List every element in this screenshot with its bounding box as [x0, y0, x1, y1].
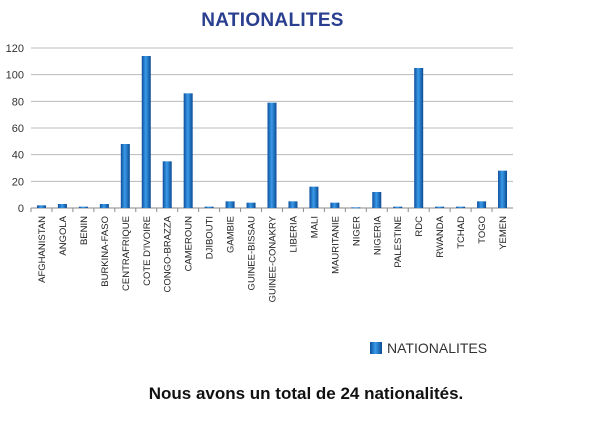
x-category-label: TOGO: [477, 216, 488, 244]
bar: [204, 206, 214, 208]
bar: [393, 206, 403, 208]
y-tick-label: 60: [12, 123, 24, 135]
x-axis: AFGHANISTAN ANGOLA BENIN BURKINA-FASO CENTRA…: [37, 215, 509, 302]
y-tick-label: 40: [12, 150, 24, 162]
bar: [78, 206, 88, 208]
x-category-label: RDC: [414, 216, 425, 237]
x-category-label: DJIBOUTI: [205, 216, 216, 259]
bar: [372, 192, 382, 208]
bar: [309, 186, 319, 208]
bar: [477, 201, 487, 208]
bar: [414, 68, 424, 208]
bars: [36, 56, 508, 209]
x-category-label: BENIN: [79, 216, 90, 245]
legend-label: NATIONALITES: [387, 340, 487, 356]
legend: NATIONALITES: [370, 340, 487, 356]
bar: [99, 204, 109, 208]
bar: [267, 102, 277, 208]
y-tick-label: 100: [6, 70, 24, 82]
bar: [288, 201, 298, 208]
legend-swatch: [370, 342, 382, 354]
bar: [351, 207, 361, 209]
y-tick-label: 80: [12, 96, 24, 108]
x-category-label: AFGHANISTAN: [37, 216, 48, 283]
x-category-label: COTE D'IVOIRE: [142, 216, 153, 286]
x-category-label: PALESTINE: [393, 216, 404, 268]
x-category-label: GAMBIE: [226, 216, 237, 253]
x-category-label: NIGER: [351, 216, 362, 246]
x-category-label: RWANDA: [435, 215, 446, 257]
x-category-label: GUINEE-BISSAU: [247, 216, 258, 291]
bar: [57, 204, 67, 208]
footer-note: Nous avons un total de 24 nationalités.: [148, 384, 464, 403]
x-category-label: BURKINA-FASO: [100, 216, 111, 287]
bar: [183, 93, 193, 208]
x-category-label: TCHAD: [456, 216, 467, 249]
bar: [246, 202, 256, 208]
x-category-label: ANGOLA: [58, 215, 69, 255]
bar: [162, 161, 172, 208]
y-tick-label: 0: [18, 203, 24, 215]
bar: [36, 205, 46, 208]
y-tick-label: 20: [12, 176, 24, 188]
bar-chart: 0 20 40 60 80 100 120 AFGHANISTAN ANGOLA BENIN BU…: [6, 43, 513, 356]
bar: [330, 202, 340, 208]
x-category-label: MAURITANIE: [330, 216, 341, 274]
bar: [225, 201, 235, 208]
x-category-label: CENTRAFRIQUE: [121, 216, 132, 291]
bar: [141, 56, 151, 208]
y-tick-label: 120: [6, 43, 24, 55]
bar: [435, 206, 445, 208]
bar: [120, 144, 130, 208]
bar: [498, 170, 508, 208]
x-category-label: MALI: [309, 216, 320, 238]
x-category-label: LIBERIA: [288, 215, 299, 252]
x-category-label: CAMEROUN: [184, 216, 195, 272]
x-category-label: GUINEE-CONAKRY: [268, 215, 279, 302]
x-category-label: CONGO-BRAZZA: [163, 215, 174, 292]
x-category-label: NIGERIA: [372, 215, 383, 255]
bar: [456, 206, 466, 208]
x-category-label: YEMEN: [498, 216, 509, 250]
y-axis: 0 20 40 60 80 100 120: [6, 43, 24, 215]
chart-title: NATIONALITES: [201, 10, 344, 31]
